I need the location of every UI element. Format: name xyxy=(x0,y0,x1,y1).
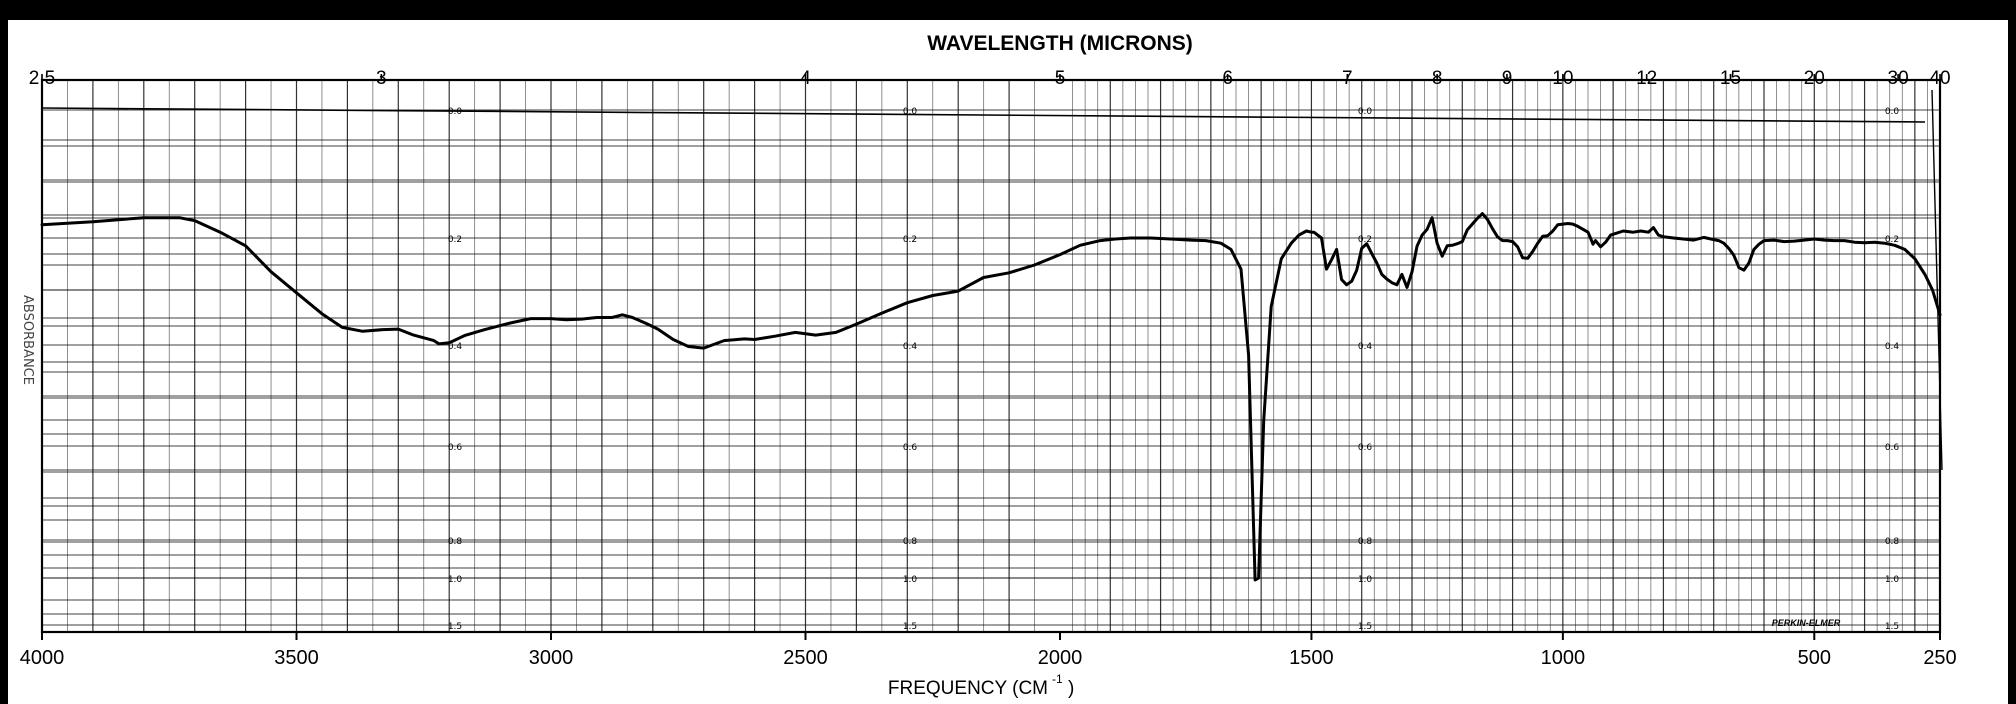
wavelength-tick-label: 3 xyxy=(376,68,387,89)
absorbance-label: 0.2 xyxy=(448,235,462,245)
x-axis-label-close: ) xyxy=(1068,678,1074,699)
x-tick-label: 4000 xyxy=(20,647,65,669)
absorbance-label: 1.0 xyxy=(448,575,463,585)
absorbance-label: 0.0 xyxy=(903,107,918,117)
x-tick-label: 250 xyxy=(1923,647,1956,669)
wavelength-tick-label: 8 xyxy=(1432,68,1443,89)
brand-label: PERKIN-ELMER xyxy=(1772,618,1841,628)
wavelength-tick-label: 40 xyxy=(1929,68,1950,89)
right-black-band xyxy=(2008,20,2016,704)
x-tick-label: 2000 xyxy=(1038,647,1083,669)
top-black-band xyxy=(0,0,2016,20)
absorbance-label: 0.0 xyxy=(1358,107,1373,117)
absorbance-label: 0.0 xyxy=(448,107,463,117)
grid xyxy=(41,80,1943,632)
wavelength-tick-label: 5 xyxy=(1055,68,1066,89)
x-tick-label: 1000 xyxy=(1541,647,1586,669)
absorbance-label: 0.4 xyxy=(1358,342,1373,352)
plot-frame xyxy=(40,78,1942,634)
wavelength-tick-label: 6 xyxy=(1222,68,1233,89)
absorbance-label: 0.4 xyxy=(903,342,918,352)
wavelength-tick-label: 7 xyxy=(1342,68,1353,89)
x-tick-label: 500 xyxy=(1798,647,1831,669)
left-black-band xyxy=(0,20,8,704)
y-axis-label: ABSORBANCE xyxy=(20,295,35,385)
absorbance-label: 1.5 xyxy=(1885,622,1899,632)
x-axis-label: FREQUENCY (CM xyxy=(888,678,1048,699)
spectrum-trace xyxy=(40,212,1942,582)
chart-title: WAVELENGTH (MICRONS) xyxy=(927,32,1193,55)
wavelength-tick-label: 12 xyxy=(1636,68,1657,89)
wavelength-tick-label: 9 xyxy=(1502,68,1513,89)
axis-ticks xyxy=(41,74,1941,640)
wavelength-tick-label: 4 xyxy=(800,68,811,89)
absorbance-label: 0.8 xyxy=(1358,537,1373,547)
absorbance-label: 0.8 xyxy=(1885,537,1900,547)
x-axis-label-superscript: -1 xyxy=(1052,672,1063,686)
wavelength-tick-label: 10 xyxy=(1552,68,1573,89)
absorbance-label: 0.2 xyxy=(903,235,917,245)
absorbance-label: 0.0 xyxy=(1885,107,1900,117)
baseline-slant-line xyxy=(41,107,1926,123)
absorbance-label: 0.8 xyxy=(448,537,463,547)
absorbance-label: 1.5 xyxy=(448,622,462,632)
absorbance-label: 0.8 xyxy=(903,537,918,547)
x-tick-label: 2500 xyxy=(783,647,828,669)
absorbance-label: 0.2 xyxy=(1885,235,1899,245)
x-tick-label: 1500 xyxy=(1289,647,1334,669)
x-tick-label: 3000 xyxy=(529,647,574,669)
absorbance-label: 0.4 xyxy=(1885,342,1900,352)
wavelength-tick-label: 20 xyxy=(1804,68,1825,89)
wavelength-tick-label: 30 xyxy=(1888,68,1909,89)
absorbance-label: 1.0 xyxy=(1358,575,1373,585)
absorbance-label: 0.4 xyxy=(448,342,463,352)
absorbance-label: 1.0 xyxy=(903,575,918,585)
absorbance-label: 1.0 xyxy=(1885,575,1900,585)
absorbance-label: 0.6 xyxy=(1885,443,1900,453)
absorbance-label: 0.6 xyxy=(903,443,918,453)
tick-labels: 4000 3500 3000 2500 2000 1500 1000 500 250 2.5 3 4 5… xyxy=(20,68,1957,669)
absorbance-label: 0.6 xyxy=(1358,443,1373,453)
wavelength-tick-label: 2.5 xyxy=(29,68,55,89)
x-tick-label: 3500 xyxy=(274,647,319,669)
wavelength-tick-label: 15 xyxy=(1720,68,1741,89)
absorbance-label: 1.5 xyxy=(903,622,917,632)
absorbance-label: 0.2 xyxy=(1358,235,1372,245)
absorbance-label: 0.6 xyxy=(448,443,463,453)
absorbance-label: 1.5 xyxy=(1358,622,1372,632)
series xyxy=(40,212,1942,582)
